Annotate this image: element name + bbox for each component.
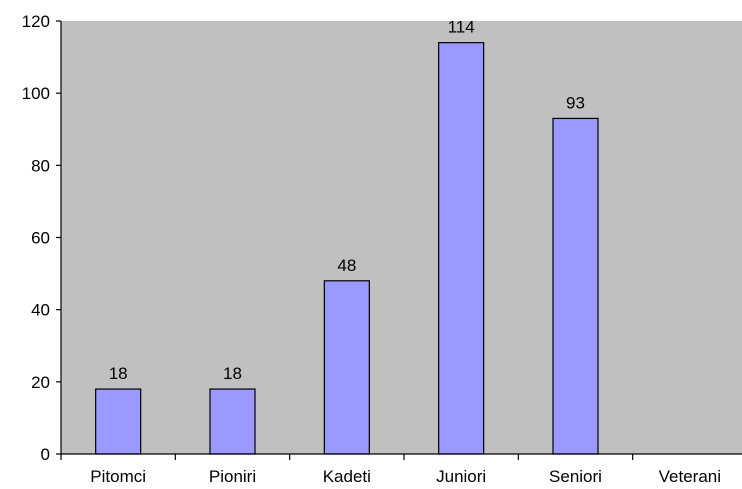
- bar-juniori: [438, 42, 485, 455]
- y-axis: 0 20 40 60 80 100 120: [22, 12, 62, 464]
- y-tick-label: 100: [22, 84, 50, 103]
- y-tick-label: 20: [31, 373, 50, 392]
- plot-area: [61, 21, 742, 454]
- y-tick-label: 80: [31, 156, 50, 175]
- bar-seniori: [552, 117, 599, 455]
- bar-kadeti: [323, 280, 370, 455]
- x-axis: Pitomci Pioniri Kadeti Juniori Seniori Vetera…: [60, 453, 742, 486]
- x-tick-label: Seniori: [549, 467, 602, 486]
- data-label-pitomci: 18: [109, 364, 128, 383]
- y-tick-label: 0: [41, 445, 50, 464]
- x-tick-label: Veterani: [659, 467, 721, 486]
- data-label-juniori: 114: [448, 18, 475, 37]
- bar-pitomci: [95, 388, 142, 455]
- y-tick-label: 60: [31, 229, 50, 248]
- bars: [95, 42, 599, 455]
- y-tick-label: 120: [22, 12, 50, 31]
- data-labels: 18 18 48 114 93: [109, 18, 585, 383]
- y-tick-label: 40: [31, 301, 50, 320]
- x-tick-label: Kadeti: [323, 467, 371, 486]
- data-label-kadeti: 48: [337, 256, 356, 275]
- bar-pioniri: [209, 388, 256, 455]
- x-tick-label: Pitomci: [90, 467, 146, 486]
- data-label-pioniri: 18: [223, 364, 242, 383]
- data-label-seniori: 93: [566, 93, 585, 112]
- x-tick-label: Pioniri: [209, 467, 256, 486]
- x-tick-label: Juniori: [436, 467, 486, 486]
